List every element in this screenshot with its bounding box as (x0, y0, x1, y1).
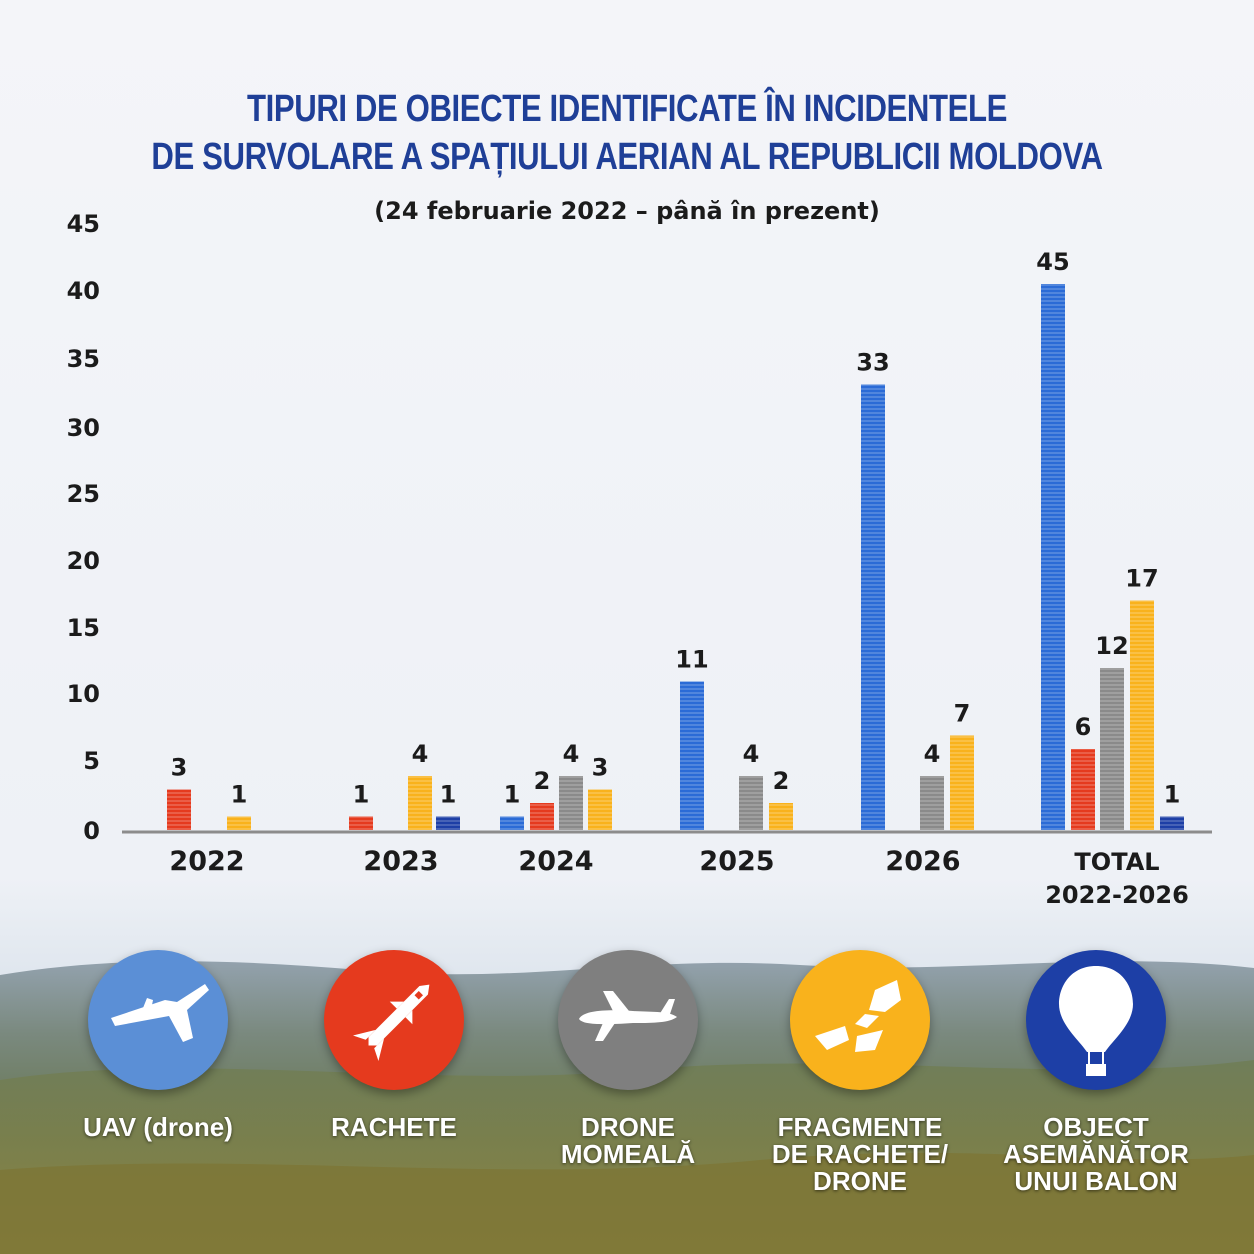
x-tick-label: 2026 (885, 846, 960, 877)
x-tick-label: 2023 (363, 846, 438, 877)
y-tick-label: 5 (83, 747, 100, 775)
y-tick-label: 30 (67, 414, 100, 442)
missile-icon (324, 950, 464, 1090)
y-tick-label: 35 (67, 345, 100, 373)
chart-title-line1: TIPURI DE OBIECTE IDENTIFICATE ÎN INCIDE… (246, 88, 1008, 130)
legend-item-rachete: RACHETE (294, 950, 494, 1141)
data-label: 7 (954, 700, 971, 728)
bar-texture (559, 776, 583, 830)
data-label: 4 (743, 740, 760, 768)
bar-texture (167, 789, 191, 830)
y-tick-label: 25 (67, 480, 100, 508)
legend-label-balon: OBJECT ASEMĂNĂTOR UNUI BALON (1003, 1112, 1189, 1196)
y-tick-label: 45 (67, 210, 100, 238)
data-label: 2 (534, 767, 551, 795)
data-label: 1 (231, 781, 248, 809)
bar-texture (950, 735, 974, 830)
data-label: 3 (171, 754, 188, 782)
decoy-drone-icon (558, 950, 698, 1090)
bar-texture (1071, 749, 1095, 830)
legend-label-uav: UAV (drone) (83, 1112, 233, 1142)
data-label: 33 (856, 349, 889, 377)
bar-texture (588, 789, 612, 830)
drone-icon (88, 950, 228, 1090)
legend-item-uav: UAV (drone) (58, 950, 258, 1141)
data-label: 1 (440, 781, 457, 809)
bar-texture (530, 803, 554, 830)
data-label: 4 (412, 740, 429, 768)
data-label: 1 (1164, 781, 1181, 809)
bar-texture (920, 776, 944, 830)
y-tick-label: 40 (67, 277, 100, 305)
bar-texture (739, 776, 763, 830)
bar-texture (1041, 284, 1065, 830)
bar-texture (1100, 668, 1124, 830)
legend-item-balon: OBJECT ASEMĂNĂTOR UNUI BALON (996, 950, 1196, 1195)
data-label: 6 (1075, 713, 1092, 741)
bar-texture (408, 776, 432, 830)
data-label: 4 (924, 740, 941, 768)
bar-texture (1130, 600, 1154, 830)
x-tick-label: TOTAL (1074, 848, 1159, 876)
bar-texture (1160, 816, 1184, 830)
fragments-icon (790, 950, 930, 1090)
chart-subtitle: (24 februarie 2022 – până în prezent) (374, 197, 880, 225)
data-label: 1 (353, 781, 370, 809)
y-tick-label: 15 (67, 614, 100, 642)
chart-title-line2: DE SURVOLARE A SPAȚIULUI AERIAN AL REPUB… (151, 136, 1103, 178)
bar-texture (349, 816, 373, 830)
y-tick-label: 20 (67, 547, 100, 575)
data-label: 11 (675, 646, 708, 674)
legend-item-fragmente: FRAGMENTE DE RACHETE/ DRONE (760, 950, 960, 1195)
y-tick-label: 0 (83, 817, 100, 845)
balloon-icon (1026, 950, 1166, 1090)
bar-texture (500, 816, 524, 830)
data-label: 45 (1036, 248, 1069, 276)
y-tick-label: 10 (67, 680, 100, 708)
data-label: 12 (1095, 632, 1128, 660)
legend-label-momeala: DRONE MOMEALĂ (560, 1112, 696, 1169)
bar-texture (680, 681, 704, 830)
data-label: 2 (773, 767, 790, 795)
x-tick-label: 2024 (518, 846, 593, 877)
x-tick-label: 2025 (699, 846, 774, 877)
bar-texture (227, 816, 251, 830)
legend-label-fragmente: FRAGMENTE DE RACHETE/ DRONE (771, 1112, 949, 1196)
bar-texture (769, 803, 793, 830)
bar-texture (436, 816, 460, 830)
data-label: 17 (1125, 565, 1158, 593)
legend-label-rachete: RACHETE (331, 1112, 457, 1142)
data-label: 4 (563, 740, 580, 768)
x-tick-label: 2022 (169, 846, 244, 877)
bar-texture (861, 384, 885, 830)
data-label: 1 (504, 781, 521, 809)
legend-item-momeala: DRONE MOMEALĂ (528, 950, 728, 1168)
x-tick-label: 2022-2026 (1045, 881, 1189, 909)
data-label: 3 (592, 754, 609, 782)
